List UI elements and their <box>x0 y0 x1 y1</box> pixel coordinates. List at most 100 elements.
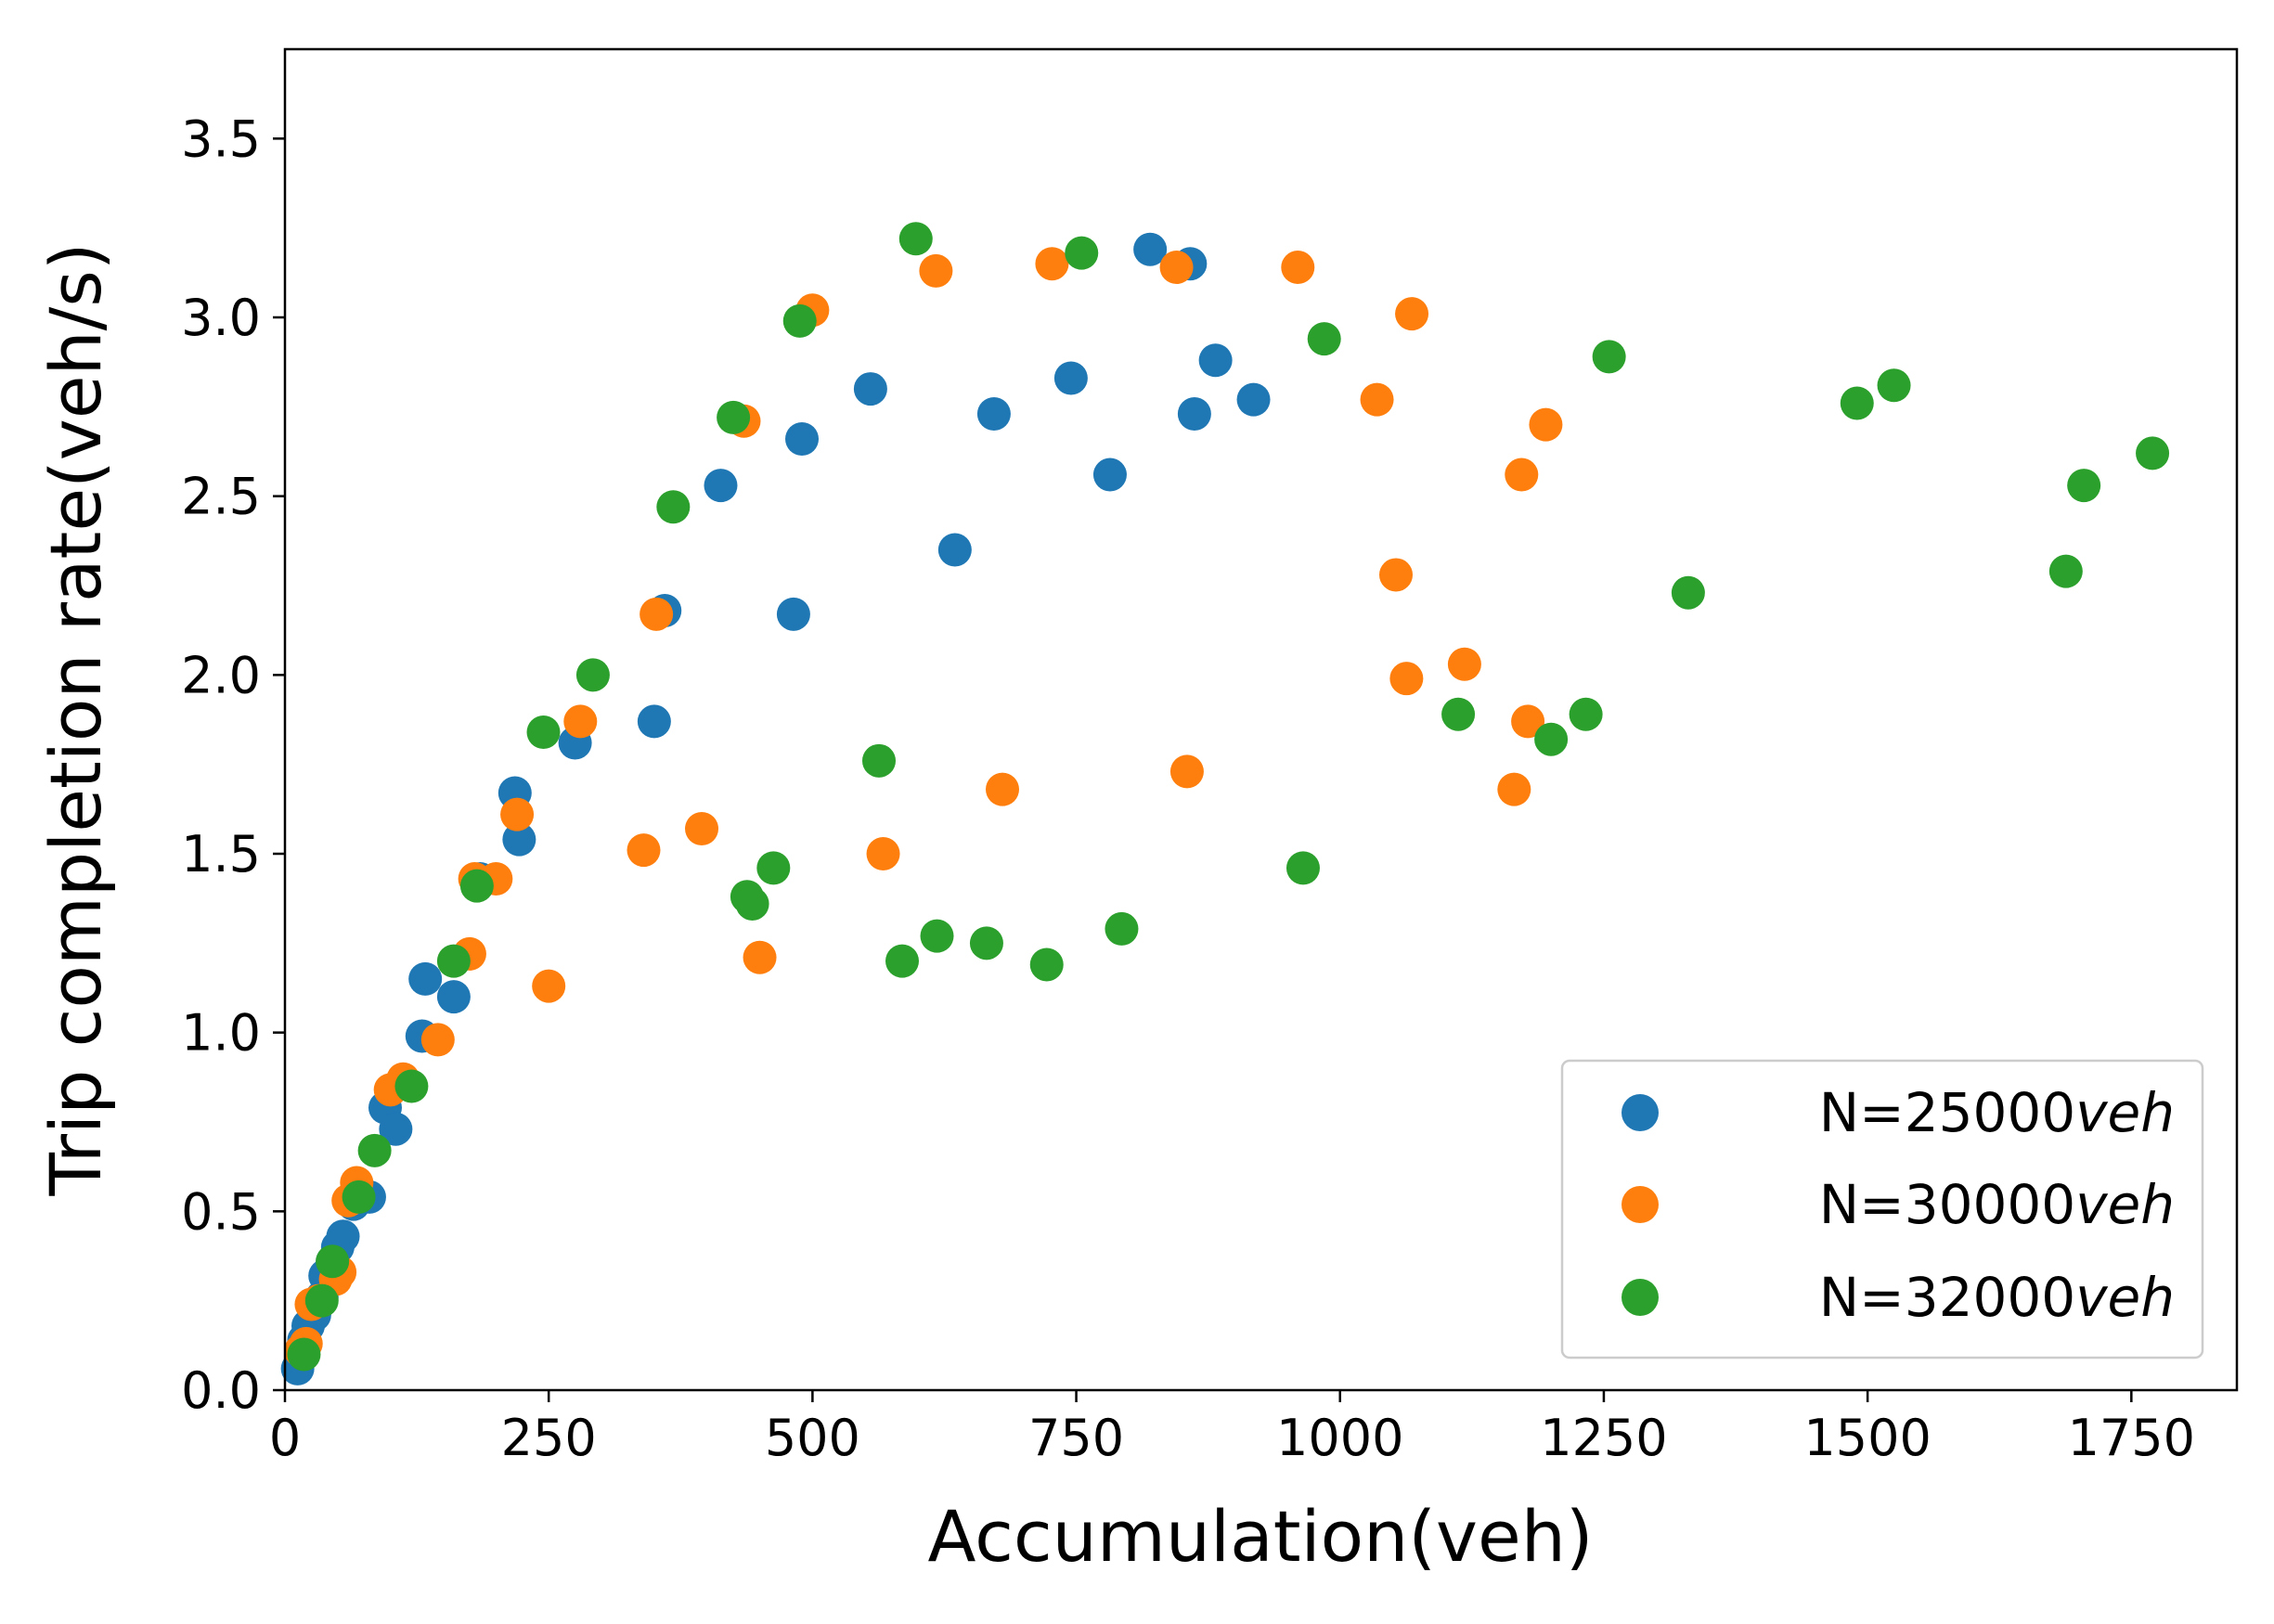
point-series-1-34 <box>1447 647 1481 681</box>
x-tick-label: 500 <box>765 1409 860 1467</box>
point-series-2-10 <box>656 490 691 524</box>
point-series-2-1 <box>304 1283 339 1318</box>
point-series-2-31 <box>1840 386 1874 420</box>
y-tick-label: 0.0 <box>181 1361 261 1420</box>
point-series-2-34 <box>2067 469 2101 503</box>
point-series-2-29 <box>1592 340 1626 374</box>
point-series-0-32 <box>1177 397 1211 432</box>
point-series-0-25 <box>853 372 887 406</box>
point-series-2-19 <box>920 919 954 953</box>
point-series-0-28 <box>1053 361 1088 395</box>
point-series-2-22 <box>1065 236 1099 270</box>
y-tick-label: 1.0 <box>181 1004 261 1063</box>
point-series-1-33 <box>1395 297 1429 331</box>
point-series-1-24 <box>919 253 953 288</box>
x-tick-label: 0 <box>269 1409 301 1467</box>
x-tick-label: 1000 <box>1276 1409 1403 1467</box>
point-series-0-18 <box>502 822 536 857</box>
point-series-2-11 <box>717 400 751 434</box>
point-series-2-8 <box>526 715 561 749</box>
data-points <box>280 222 2170 1386</box>
y-tick-label: 0.5 <box>181 1182 261 1241</box>
point-series-1-27 <box>1159 251 1194 285</box>
point-series-0-8 <box>326 1219 360 1254</box>
point-series-2-7 <box>459 869 494 903</box>
x-tick-label: 1500 <box>1803 1409 1931 1467</box>
legend-label-series-2: N=32000veh <box>1819 1266 2175 1329</box>
point-series-2-32 <box>1877 368 1911 403</box>
point-series-1-29 <box>1281 251 1315 285</box>
point-series-2-16 <box>861 743 896 778</box>
legend-marker-series-2 <box>1622 1279 1659 1316</box>
point-series-1-15 <box>532 969 566 1003</box>
point-series-2-27 <box>1534 722 1569 756</box>
point-series-2-20 <box>969 926 1003 960</box>
point-series-2-4 <box>357 1133 392 1167</box>
point-series-2-14 <box>756 851 791 885</box>
y-tick-label: 3.0 <box>181 289 261 347</box>
point-series-1-37 <box>1511 704 1545 739</box>
point-series-2-24 <box>1286 851 1320 885</box>
point-series-2-15 <box>782 303 817 338</box>
x-tick-label: 250 <box>501 1409 597 1467</box>
point-series-2-33 <box>2048 554 2083 588</box>
point-series-0-29 <box>1092 458 1127 492</box>
x-tick-label: 750 <box>1028 1409 1124 1467</box>
point-series-0-22 <box>704 469 738 503</box>
legend-marker-series-1 <box>1622 1186 1659 1223</box>
point-series-2-26 <box>1441 697 1476 731</box>
point-series-2-9 <box>575 658 610 692</box>
point-series-0-23 <box>776 597 810 631</box>
y-tick-label: 1.5 <box>181 825 261 883</box>
point-series-1-35 <box>1497 772 1531 806</box>
x-axis-label: Accumulation(veh) <box>927 1495 1593 1578</box>
point-series-2-21 <box>1029 947 1064 982</box>
legend-label-series-0: N=25000veh <box>1819 1081 2175 1144</box>
point-series-1-17 <box>627 833 661 868</box>
point-series-2-13 <box>735 886 769 921</box>
point-series-1-19 <box>685 812 719 846</box>
point-series-2-35 <box>2136 436 2170 470</box>
point-series-0-33 <box>1198 343 1233 378</box>
point-series-1-30 <box>1360 382 1394 417</box>
x-tick-label: 1250 <box>1540 1409 1667 1467</box>
legend-marker-series-0 <box>1622 1094 1659 1131</box>
point-series-1-32 <box>1389 662 1424 696</box>
point-series-0-24 <box>785 422 820 457</box>
point-series-1-31 <box>1379 558 1414 592</box>
point-series-2-25 <box>1307 322 1341 356</box>
point-series-2-6 <box>436 944 471 978</box>
point-series-2-18 <box>898 222 933 256</box>
point-series-0-20 <box>637 704 671 739</box>
point-series-0-15 <box>436 980 471 1014</box>
y-tick-label: 3.5 <box>181 110 261 168</box>
legend-items: N=25000veh N=30000veh N=32000veh <box>1622 1081 2175 1329</box>
y-tick-label: 2.5 <box>181 468 261 526</box>
point-series-1-36 <box>1505 458 1539 492</box>
point-series-0-12 <box>379 1112 413 1146</box>
point-series-2-30 <box>1671 575 1705 610</box>
legend: N=25000veh N=30000veh N=32000veh <box>1560 1059 2204 1360</box>
y-tick-label: 2.0 <box>181 646 261 704</box>
point-series-1-28 <box>1169 754 1204 789</box>
point-series-1-38 <box>1529 407 1563 442</box>
x-axis-ticks: 0 250 500 750 1000 1250 1500 1750 <box>269 1390 2195 1467</box>
point-series-2-17 <box>885 944 920 978</box>
point-series-1-14 <box>500 797 535 831</box>
point-series-0-14 <box>408 961 443 996</box>
point-series-0-34 <box>1236 382 1271 417</box>
point-series-2-23 <box>1105 911 1139 946</box>
x-tick-label: 1750 <box>2068 1409 2195 1467</box>
plot-frame <box>283 47 2239 1392</box>
point-series-2-28 <box>1569 697 1603 731</box>
point-series-1-26 <box>1035 247 1069 281</box>
point-series-2-3 <box>342 1179 376 1214</box>
legend-frame <box>1560 1059 2204 1360</box>
point-series-2-2 <box>316 1244 350 1279</box>
point-series-2-5 <box>394 1069 429 1103</box>
point-series-1-18 <box>640 597 674 631</box>
y-axis-ticks: 0.0 0.5 1.0 1.5 2.0 2.5 3.0 3.5 <box>181 110 285 1420</box>
point-series-0-30 <box>1133 232 1168 266</box>
point-series-1-10 <box>420 1023 455 1057</box>
